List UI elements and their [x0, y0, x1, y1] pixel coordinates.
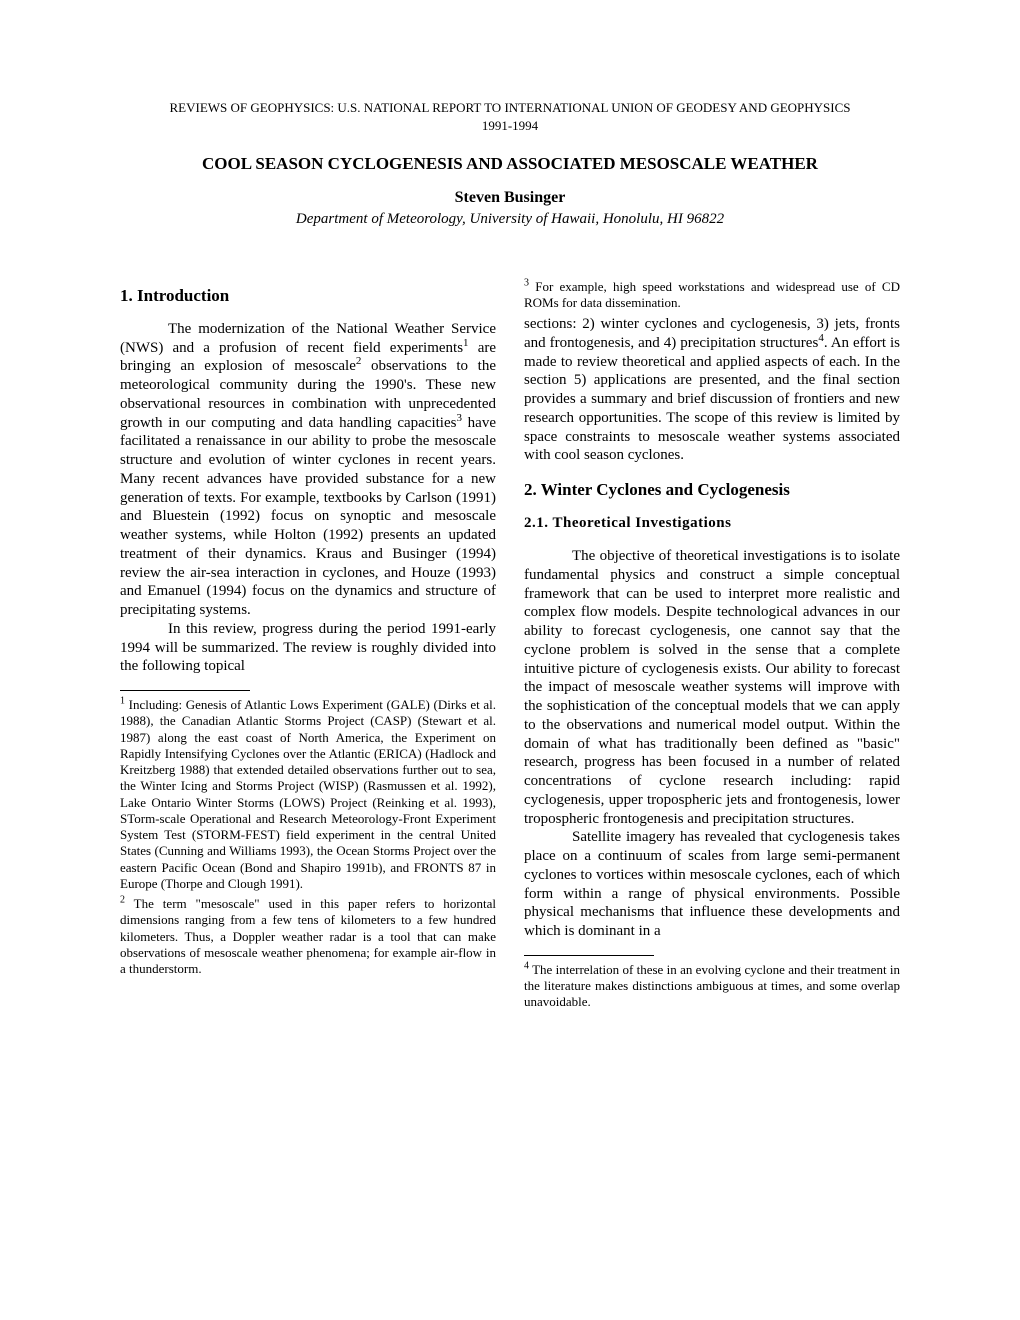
section-2-1-heading: 2.1. Theoretical Investigations — [524, 514, 900, 533]
section-1-heading: 1. Introduction — [120, 285, 496, 306]
footnote-2: 2 The term "mesoscale" used in this pape… — [120, 896, 496, 977]
text-run: . An effort is made to review theoretica… — [524, 335, 900, 464]
section-1-para-2: In this review, progress during the peri… — [120, 620, 496, 676]
footnote-1: 1 Including: Genesis of Atlantic Lows Ex… — [120, 697, 496, 892]
footnote-3: 3 For example, high speed workstations a… — [524, 279, 900, 312]
footnote-text: Including: Genesis of Atlantic Lows Expe… — [120, 697, 496, 891]
author-name: Steven Businger — [120, 188, 900, 208]
journal-header-line1: REVIEWS OF GEOPHYSICS: U.S. NATIONAL REP… — [120, 100, 900, 116]
footnote-text: The interrelation of these in an evolvin… — [524, 962, 900, 1010]
body-columns: 1. Introduction The modernization of the… — [120, 279, 900, 1011]
footnote-text: The term "mesoscale" used in this paper … — [120, 896, 496, 976]
footnote-4: 4 The interrelation of these in an evolv… — [524, 962, 900, 1011]
journal-header-line2: 1991-1994 — [120, 118, 900, 134]
footnote-separator-left — [120, 690, 250, 691]
text-run: The modernization of the National Weathe… — [120, 321, 496, 356]
section-1-para-1: The modernization of the National Weathe… — [120, 320, 496, 620]
section-1-para-3: sections: 2) winter cyclones and cycloge… — [524, 315, 900, 465]
footnote-separator-right — [524, 955, 654, 956]
paper-title: COOL SEASON CYCLOGENESIS AND ASSOCIATED … — [120, 153, 900, 174]
text-run: have facilitated a renaissance in our ab… — [120, 415, 496, 619]
footnote-text: For example, high speed workstations and… — [524, 279, 900, 310]
section-2-heading: 2. Winter Cyclones and Cyclogenesis — [524, 479, 900, 500]
author-affiliation: Department of Meteorology, University of… — [120, 210, 900, 229]
section-2-para-1: The objective of theoretical investigati… — [524, 547, 900, 828]
section-2-para-2: Satellite imagery has revealed that cycl… — [524, 828, 900, 941]
